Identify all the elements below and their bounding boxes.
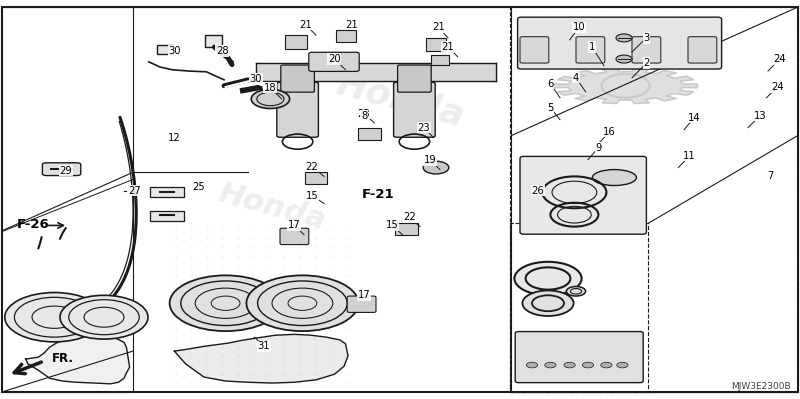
Text: 16: 16	[603, 126, 616, 137]
FancyBboxPatch shape	[520, 156, 646, 234]
Text: F-26: F-26	[18, 218, 50, 231]
Ellipse shape	[251, 89, 290, 109]
Bar	[510, 223, 648, 392]
Circle shape	[616, 34, 632, 42]
Text: 22: 22	[403, 212, 416, 223]
Text: 9: 9	[595, 142, 602, 153]
Text: 17: 17	[288, 220, 301, 231]
Text: 22: 22	[306, 162, 318, 172]
Text: 11: 11	[683, 150, 696, 161]
Text: 8: 8	[361, 111, 367, 121]
Text: 7: 7	[767, 170, 774, 181]
Text: 25: 25	[192, 182, 205, 192]
FancyBboxPatch shape	[688, 37, 717, 63]
FancyBboxPatch shape	[42, 163, 81, 176]
FancyBboxPatch shape	[395, 223, 418, 235]
Text: 24: 24	[774, 54, 786, 64]
Circle shape	[582, 362, 594, 368]
Text: 15: 15	[306, 190, 318, 201]
Ellipse shape	[246, 275, 358, 331]
Bar	[510, 7, 798, 392]
Text: 17: 17	[358, 290, 370, 300]
Text: 8: 8	[361, 111, 367, 121]
FancyBboxPatch shape	[576, 37, 605, 63]
FancyBboxPatch shape	[336, 30, 356, 42]
FancyBboxPatch shape	[347, 296, 376, 312]
Text: 1: 1	[589, 42, 595, 52]
Text: 2: 2	[643, 58, 650, 68]
Text: Honda: Honda	[332, 66, 468, 133]
Text: 15: 15	[386, 220, 398, 231]
Text: 10: 10	[573, 22, 586, 32]
Ellipse shape	[514, 262, 582, 295]
Circle shape	[526, 362, 538, 368]
Text: 5: 5	[547, 103, 554, 113]
FancyBboxPatch shape	[358, 128, 381, 140]
FancyBboxPatch shape	[150, 211, 184, 221]
Text: 14: 14	[688, 113, 701, 123]
FancyBboxPatch shape	[632, 37, 661, 63]
Ellipse shape	[522, 290, 574, 316]
Ellipse shape	[592, 170, 637, 186]
Text: 31: 31	[258, 341, 270, 352]
Text: 19: 19	[424, 155, 437, 166]
FancyBboxPatch shape	[309, 52, 359, 71]
FancyBboxPatch shape	[281, 65, 314, 92]
FancyBboxPatch shape	[280, 228, 309, 245]
Text: 23: 23	[358, 109, 370, 119]
Text: 29: 29	[59, 166, 72, 176]
Ellipse shape	[60, 295, 148, 339]
Circle shape	[617, 362, 628, 368]
FancyBboxPatch shape	[515, 332, 643, 383]
Text: 28: 28	[216, 46, 229, 56]
Text: 30: 30	[250, 74, 262, 84]
Text: 20: 20	[328, 54, 341, 64]
FancyBboxPatch shape	[518, 17, 722, 69]
FancyBboxPatch shape	[426, 38, 446, 51]
Text: 21: 21	[346, 20, 358, 30]
Ellipse shape	[423, 161, 449, 174]
Text: 6: 6	[547, 79, 554, 89]
Text: 13: 13	[754, 111, 766, 121]
Bar	[205, 35, 222, 47]
Circle shape	[601, 362, 612, 368]
Text: 23: 23	[418, 122, 430, 133]
FancyBboxPatch shape	[305, 172, 327, 184]
Text: 12: 12	[168, 132, 181, 143]
Circle shape	[564, 362, 575, 368]
Text: 24: 24	[771, 82, 784, 92]
FancyBboxPatch shape	[394, 82, 435, 137]
Polygon shape	[174, 334, 348, 383]
Ellipse shape	[566, 286, 586, 296]
Text: Honda: Honda	[214, 179, 330, 236]
Ellipse shape	[5, 292, 104, 342]
Text: 26: 26	[531, 186, 544, 196]
Text: 18: 18	[264, 83, 277, 93]
FancyBboxPatch shape	[285, 35, 307, 49]
Circle shape	[616, 55, 632, 63]
Text: 30: 30	[168, 46, 181, 56]
Text: 27: 27	[128, 186, 141, 196]
Text: FR.: FR.	[52, 352, 74, 365]
FancyBboxPatch shape	[431, 55, 449, 65]
FancyBboxPatch shape	[150, 187, 184, 197]
Bar	[157, 45, 173, 54]
FancyBboxPatch shape	[277, 82, 318, 137]
Circle shape	[545, 362, 556, 368]
Text: 21: 21	[299, 20, 312, 30]
Polygon shape	[554, 68, 698, 104]
Text: MJW3E2300B: MJW3E2300B	[730, 382, 790, 391]
Text: 3: 3	[643, 33, 650, 43]
FancyBboxPatch shape	[520, 37, 549, 63]
Text: 21: 21	[432, 22, 445, 32]
Text: 21: 21	[442, 42, 454, 52]
Text: 4: 4	[573, 73, 579, 83]
Ellipse shape	[170, 275, 282, 331]
Text: F-21: F-21	[362, 188, 394, 201]
Polygon shape	[26, 334, 130, 384]
FancyBboxPatch shape	[398, 65, 431, 92]
